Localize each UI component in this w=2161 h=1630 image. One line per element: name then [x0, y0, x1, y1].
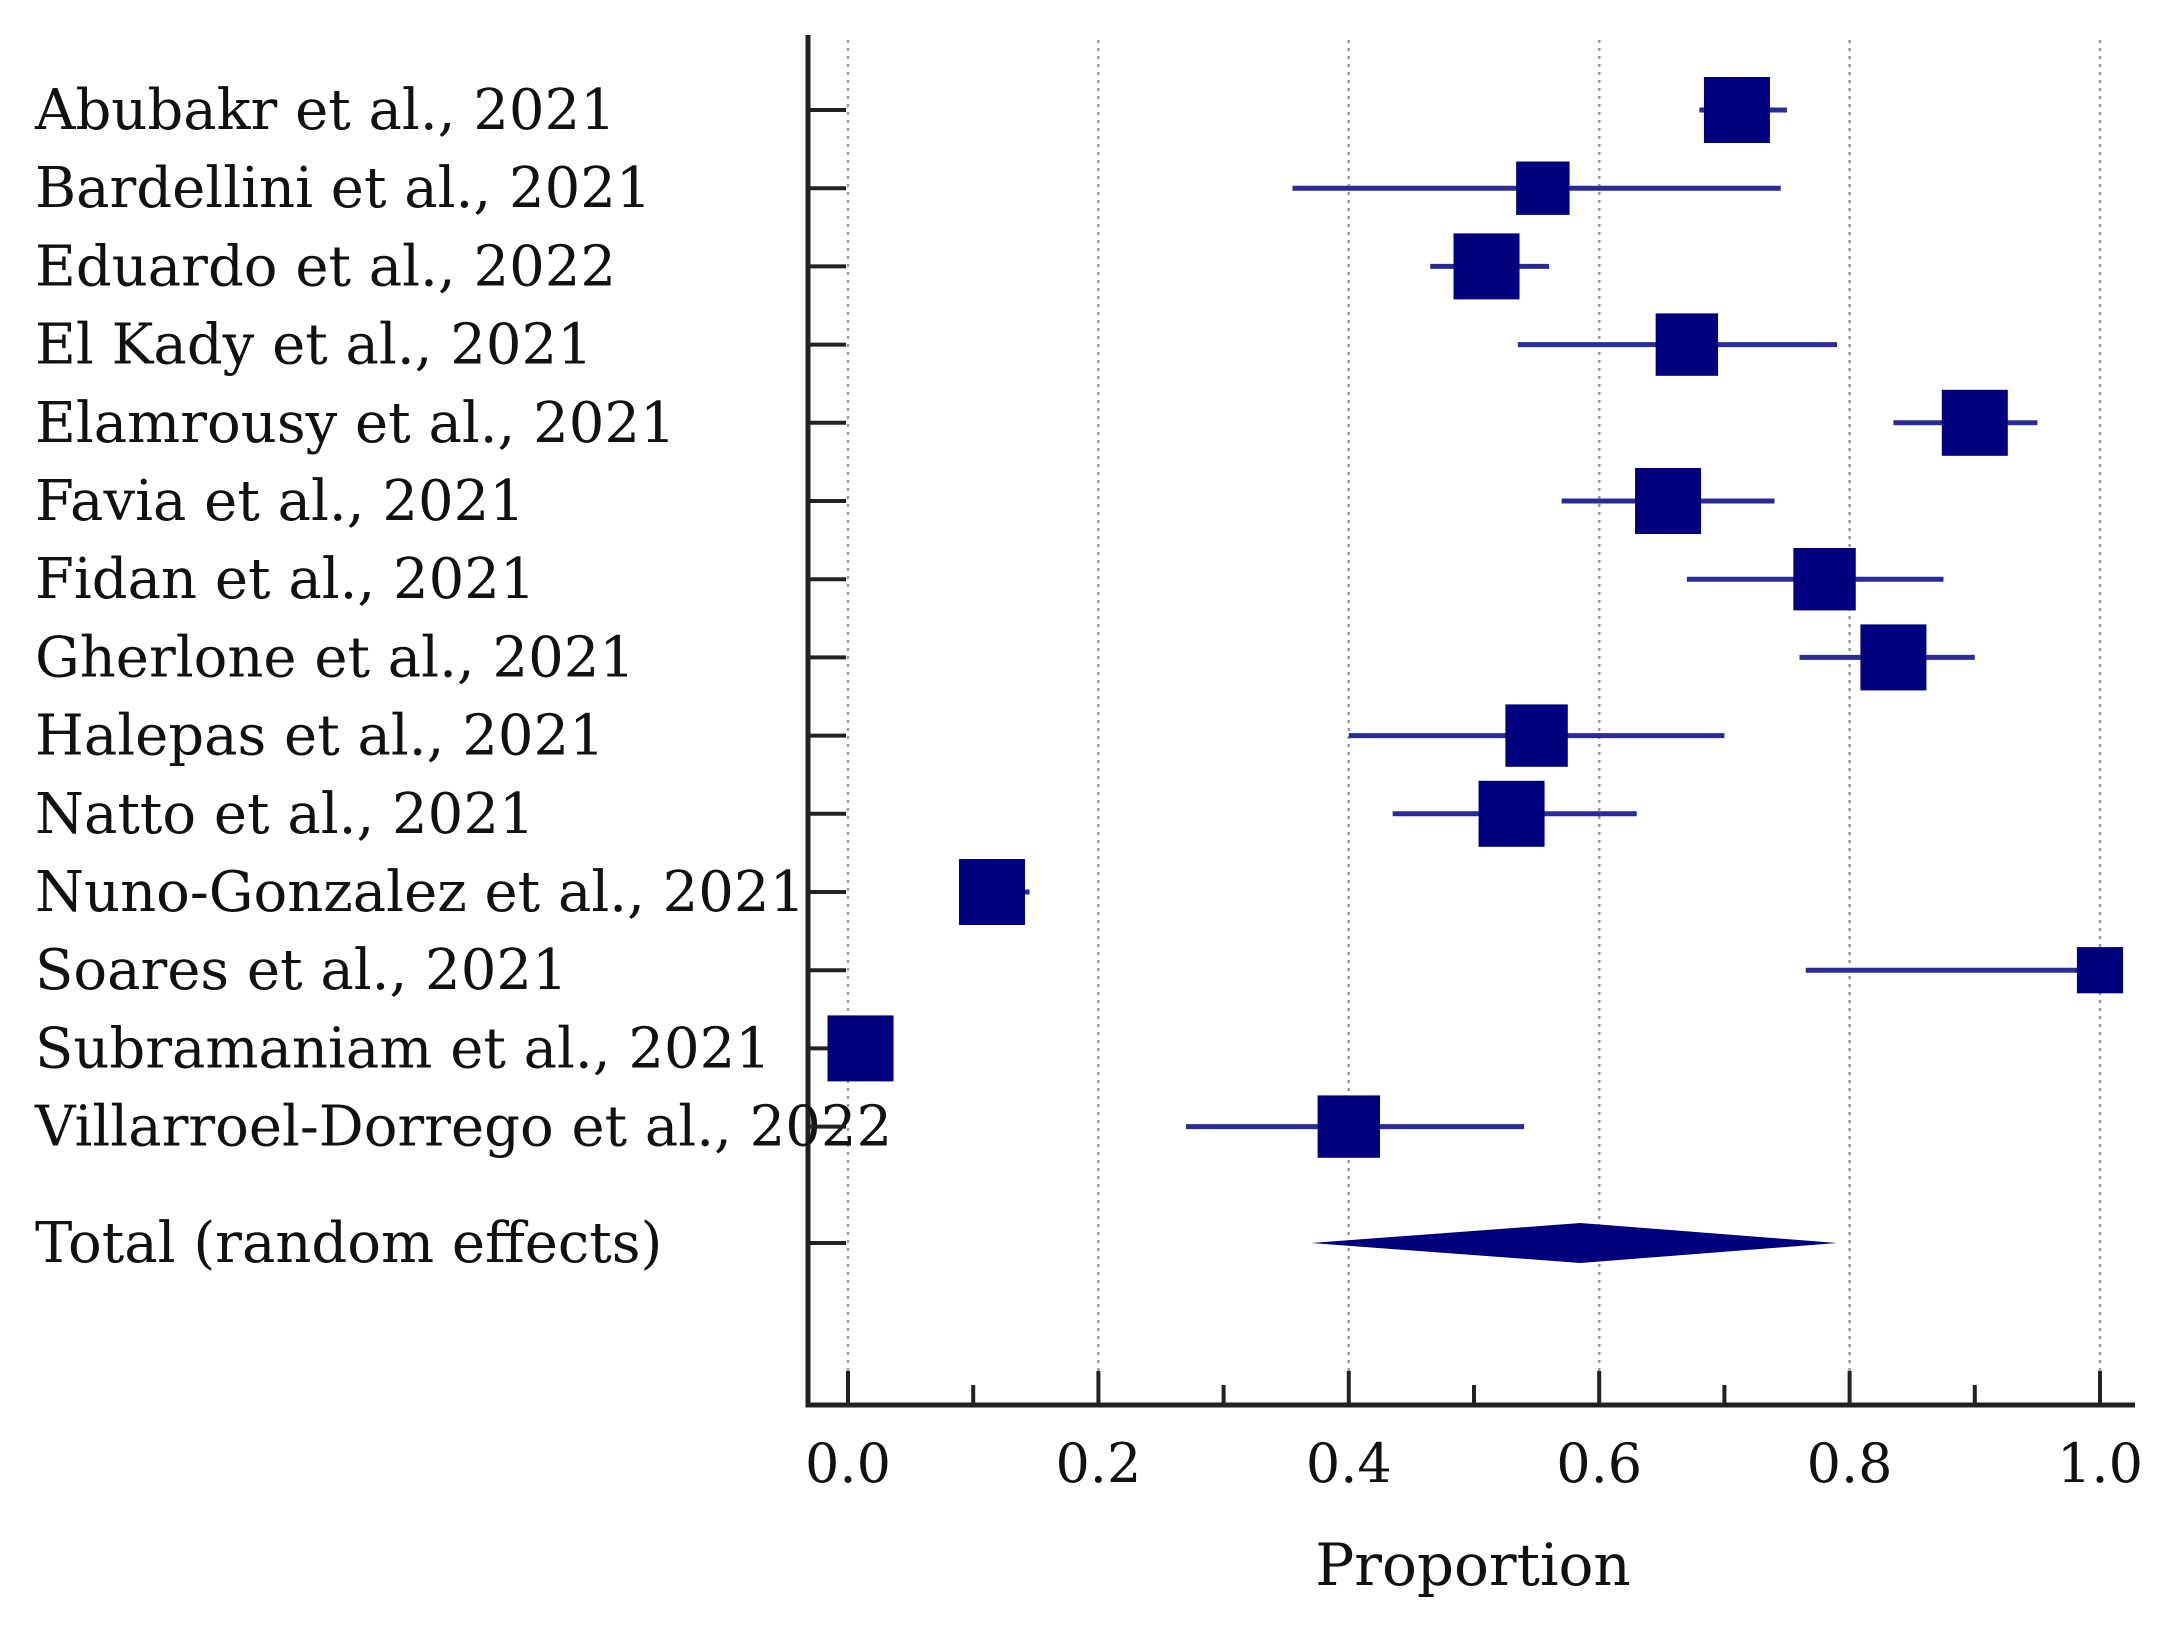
study-row: Fidan et al., 2021: [35, 547, 1944, 612]
study-label: Abubakr et al., 2021: [34, 78, 616, 143]
study-row: Halepas et al., 2021: [35, 704, 1725, 769]
study-label: Fidan et al., 2021: [35, 547, 536, 612]
study-row: Gherlone et al., 2021: [35, 624, 1975, 691]
x-tick-label: 1.0: [2057, 1432, 2143, 1495]
point-estimate: [1941, 389, 2008, 456]
study-label: Subramaniam et al., 2021: [35, 1016, 771, 1081]
study-label: El Kady et al., 2021: [35, 313, 593, 378]
study-label: Elamrousy et al., 2021: [35, 391, 676, 456]
x-tick-label: 0.0: [805, 1432, 891, 1495]
study-row: Natto et al., 2021: [35, 780, 1637, 847]
study-label: Favia et al., 2021: [35, 469, 525, 534]
study-label: Bardellini et al., 2021: [35, 156, 651, 221]
study-label: Halepas et al., 2021: [35, 704, 605, 769]
grid-lines: [846, 40, 2102, 1405]
point-estimate: [1317, 1095, 1380, 1158]
plot-axis-frame: [805, 35, 2135, 1408]
point-estimate: [1793, 548, 1856, 611]
x-axis-ticks: 0.0 0.2 0.4 0.6 0.8 1.0: [805, 1371, 2143, 1495]
point-estimate: [1478, 780, 1545, 847]
axes: [805, 35, 2135, 1408]
study-row: Bardellini et al., 2021: [35, 156, 1781, 221]
point-estimate: [1860, 624, 1927, 691]
study-row: Eduardo et al., 2022: [35, 233, 1550, 300]
study-label: Soares et al., 2021: [35, 938, 568, 1003]
total-label: Total (random effects): [35, 1211, 662, 1276]
point-estimate: [1655, 313, 1719, 376]
study-label: Natto et al., 2021: [35, 782, 535, 847]
study-row: El Kady et al., 2021: [35, 313, 1838, 378]
study-label: Gherlone et al., 2021: [35, 625, 635, 690]
total-row: Total (random effects): [35, 1211, 1838, 1276]
x-axis-title: Proportion: [1315, 1531, 1631, 1599]
study-label: Eduardo et al., 2022: [35, 234, 616, 299]
study-label: Villarroel-Dorrego et al., 2022: [34, 1095, 892, 1160]
study-row: Subramaniam et al., 2021: [35, 1015, 894, 1082]
point-estimate: [1635, 468, 1702, 534]
point-estimate: [1516, 161, 1570, 215]
x-tick-label: 0.4: [1306, 1432, 1392, 1495]
study-row: Villarroel-Dorrego et al., 2022: [34, 1095, 1525, 1160]
study-rows: Abubakr et al., 2021 Bardellini et al., 2…: [34, 77, 2124, 1160]
point-estimate: [958, 859, 1025, 925]
study-row: Favia et al., 2021: [35, 468, 1775, 534]
study-row: Soares et al., 2021: [35, 938, 2124, 1003]
x-tick-label: 0.6: [1556, 1432, 1642, 1495]
study-label: Nuno-Gonzalez et al., 2021: [35, 860, 805, 925]
x-tick-label: 0.8: [1807, 1432, 1893, 1495]
pooled-estimate-diamond: [1311, 1223, 1838, 1263]
point-estimate: [827, 1015, 894, 1082]
study-row: Abubakr et al., 2021: [34, 77, 1787, 143]
point-estimate: [1453, 233, 1520, 300]
x-tick-label: 0.2: [1055, 1432, 1141, 1495]
study-row: Elamrousy et al., 2021: [35, 389, 2038, 456]
study-row: Nuno-Gonzalez et al., 2021: [35, 859, 1030, 925]
point-estimate: [1703, 77, 1770, 143]
point-estimate: [2076, 947, 2124, 994]
point-estimate: [1505, 704, 1568, 767]
